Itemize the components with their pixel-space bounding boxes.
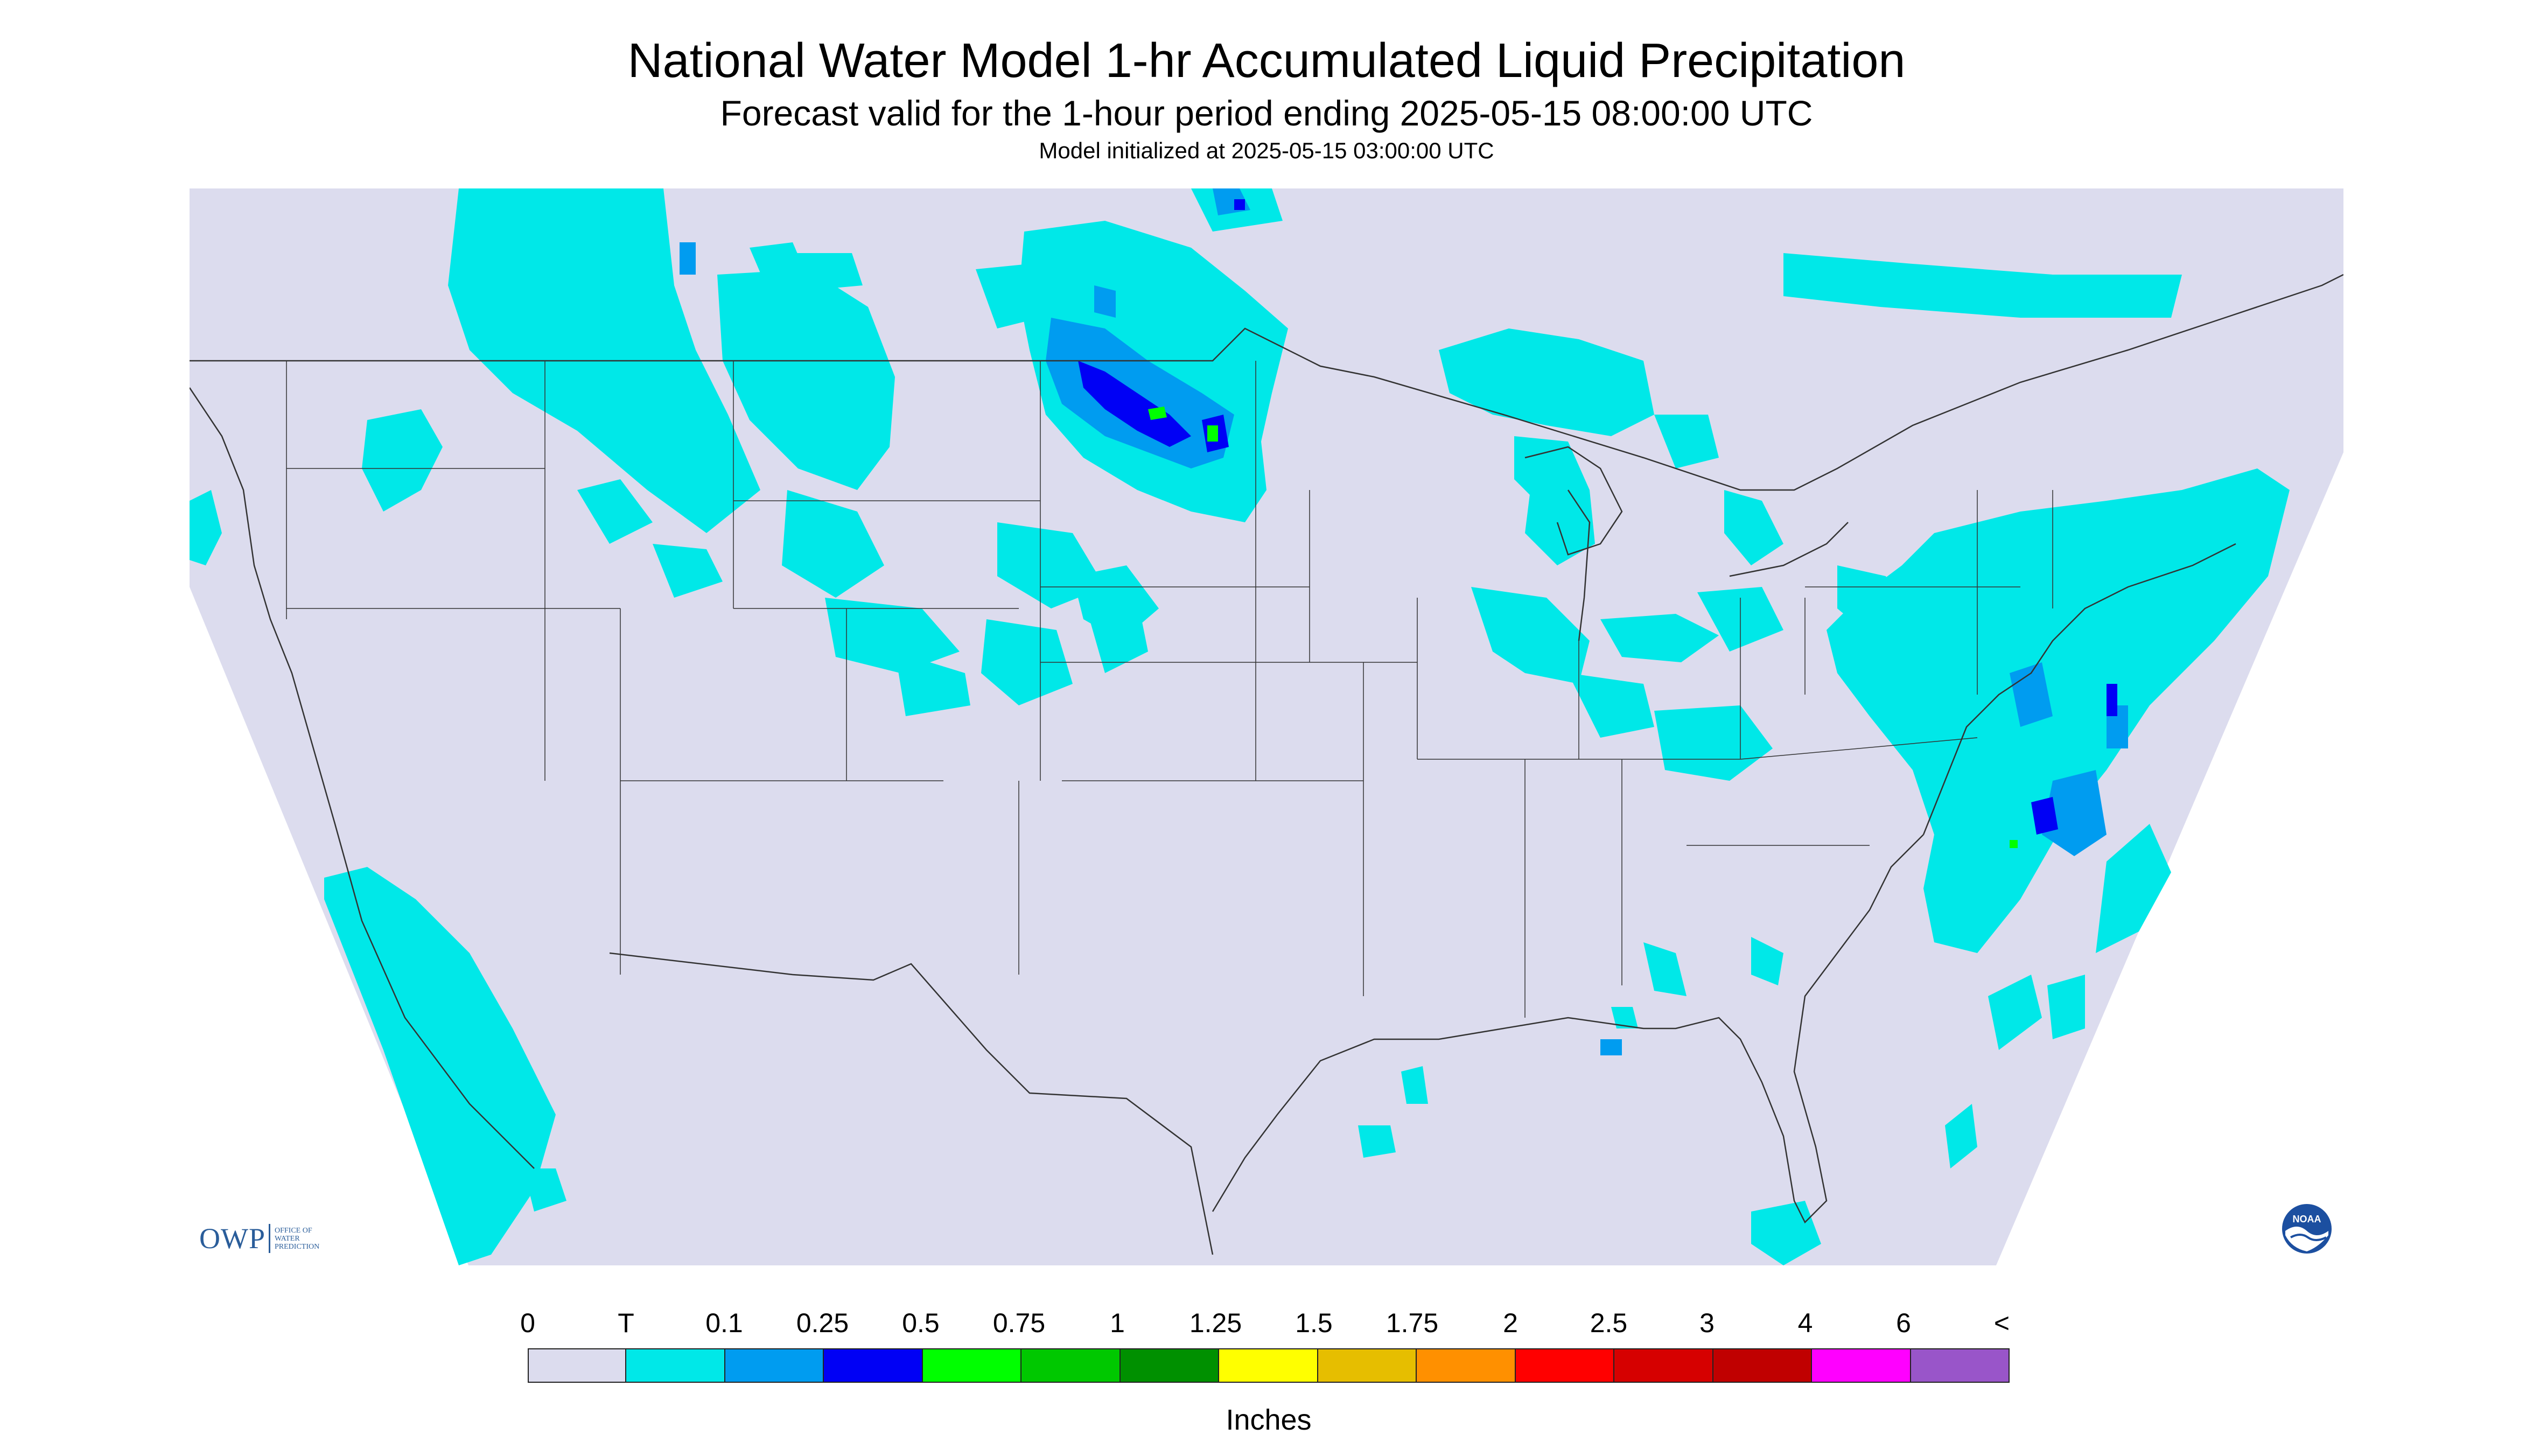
legend-tick-label: T	[618, 1308, 634, 1338]
great-lakes-shore	[1524, 446, 1623, 556]
legend-swatch	[724, 1348, 824, 1383]
model-init-line: Model initialized at 2025-05-15 03:00:00…	[1039, 138, 1494, 163]
noaa-logo-text: NOAA	[2293, 1214, 2321, 1224]
owp-logo-mark: OWP	[199, 1222, 265, 1255]
owp-logo-line-1: OFFICE OF	[275, 1226, 312, 1235]
legend-swatch	[528, 1348, 627, 1383]
owp-logo-line-2: WATER	[275, 1234, 300, 1243]
legend-tick-label: 4	[1797, 1308, 1813, 1338]
legend-swatch	[1119, 1348, 1220, 1383]
legend-swatch	[1416, 1348, 1516, 1383]
legend-swatch	[1811, 1348, 1911, 1383]
legend-tick-label: 0.75	[992, 1308, 1046, 1338]
us-canada-border	[190, 274, 2343, 491]
pacific-coast	[190, 387, 535, 1169]
legend-color-bar	[528, 1348, 2010, 1383]
lake-erie	[1729, 522, 1849, 577]
legend-swatch	[1613, 1348, 1713, 1383]
legend-swatch	[1218, 1348, 1318, 1383]
boundary-lines	[190, 274, 2343, 1255]
precip-area-upper-midwest	[1439, 328, 1654, 436]
state-lines	[286, 361, 2053, 1018]
legend-tick-label: 1.25	[1189, 1308, 1242, 1338]
precip-area-northeast	[1827, 468, 2290, 953]
legend-swatch	[1317, 1348, 1417, 1383]
legend-swatch	[1712, 1348, 1813, 1383]
legend-tick-label: 6	[1896, 1308, 1911, 1338]
precip-area-montana	[717, 269, 895, 490]
legend-tick-label: <	[1993, 1308, 2010, 1338]
legend-tick-label: 3	[1699, 1308, 1715, 1338]
legend-tick-label: 0.1	[705, 1308, 743, 1338]
precip-0.5-areas	[1148, 407, 2018, 848]
legend-tick-label: 2	[1503, 1308, 1518, 1338]
legend-tick-label: 2.5	[1590, 1308, 1628, 1338]
legend-swatch	[823, 1348, 923, 1383]
map-subtitle: Forecast valid for the 1-hour period end…	[720, 93, 1813, 133]
legend-tick-label: 0	[520, 1308, 535, 1338]
legend-tick-label: 1	[1110, 1308, 1125, 1338]
precip-0.1-areas	[680, 188, 2128, 1055]
legend-units-label: Inches	[1226, 1404, 1312, 1436]
map-title: National Water Model 1-hr Accumulated Li…	[627, 34, 1906, 88]
legend-tick-label: 0.25	[796, 1308, 849, 1338]
lake-michigan	[1567, 489, 1591, 641]
legend-swatch	[1514, 1348, 1615, 1383]
owp-logo: OWP OFFICE OF WATER PREDICTION	[199, 1222, 319, 1255]
atlantic-coast	[1922, 543, 2236, 835]
gulf-coast	[1212, 834, 1924, 1224]
owp-logo-text: OFFICE OF WATER PREDICTION	[275, 1227, 319, 1251]
legend-swatch	[1909, 1348, 2010, 1383]
precip-area-ohio-valley	[1471, 587, 1590, 684]
precip-area-gulf	[1358, 1125, 1396, 1158]
precip-0.25-areas	[1078, 199, 2117, 835]
owp-logo-line-3: PREDICTION	[275, 1242, 320, 1251]
precipitation-map: OWP OFFICE OF WATER PREDICTION NOAA	[190, 188, 2343, 1265]
legend-swatch	[1020, 1348, 1121, 1383]
map-canvas	[190, 188, 2343, 1265]
legend-tick-label: 0.5	[902, 1308, 940, 1338]
us-mexico-border	[609, 952, 1214, 1255]
legend-swatch	[625, 1348, 725, 1383]
legend-swatch	[921, 1348, 1022, 1383]
owp-logo-divider	[269, 1224, 270, 1253]
noaa-logo-icon: NOAA	[2282, 1204, 2332, 1254]
legend-tick-label: 1.5	[1295, 1308, 1333, 1338]
legend-tick-label: 1.75	[1386, 1308, 1439, 1338]
